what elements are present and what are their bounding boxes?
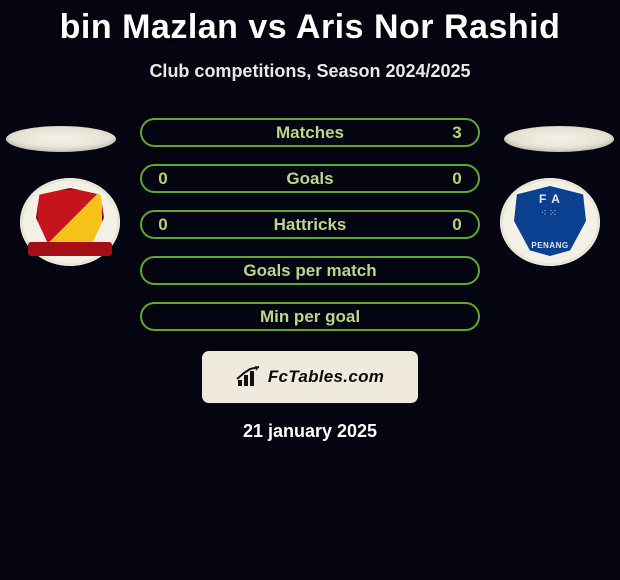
player-left-avatar [6,126,116,152]
stat-row-goals: 0 Goals 0 [140,164,480,193]
stat-row-hattricks: 0 Hattricks 0 [140,210,480,239]
club-crest-right: PENANG F A ⁖⁙ [500,178,600,266]
stat-row-goals-per-match: Goals per match [140,256,480,285]
brand-card: FcTables.com [202,351,418,403]
stat-right-value: 0 [448,169,466,189]
stat-left-value: 0 [154,215,172,235]
stat-left-value: 0 [154,169,172,189]
stat-label: Hattricks [172,215,448,235]
club-crest-left [20,178,120,266]
footer-date: 21 january 2025 [0,421,620,442]
page-title: bin Mazlan vs Aris Nor Rashid [0,0,620,47]
stat-right-value: 3 [448,123,466,143]
crest-decoration-icon: ⁖⁙ [534,208,566,219]
stat-label: Goals [172,169,448,189]
crest-top-text: F A [524,192,576,206]
brand-text: FcTables.com [268,367,384,387]
stat-label: Goals per match [172,261,448,281]
crest-bottom-text: PENANG [531,241,568,250]
stat-label: Min per goal [172,307,448,327]
season-subtitle: Club competitions, Season 2024/2025 [0,61,620,82]
ribbon-icon [28,242,112,256]
comparison-card: bin Mazlan vs Aris Nor Rashid Club compe… [0,0,620,580]
stat-row-min-per-goal: Min per goal [140,302,480,331]
stat-label: Matches [172,123,448,143]
stat-right-value: 0 [448,215,466,235]
bar-chart-icon [236,366,262,388]
player-right-avatar [504,126,614,152]
stat-row-matches: Matches 3 [140,118,480,147]
